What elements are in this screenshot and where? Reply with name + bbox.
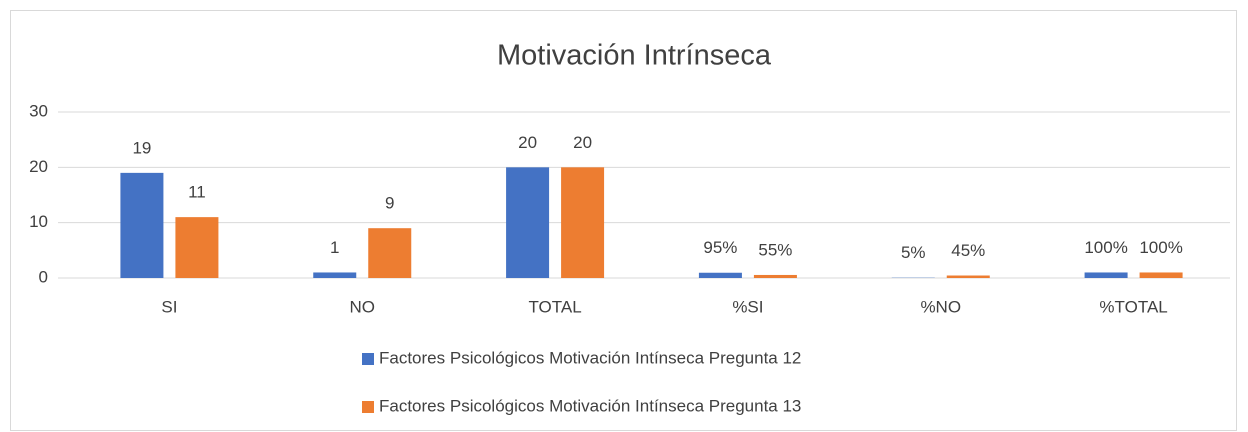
- bar: [561, 167, 605, 278]
- legend-label: Factores Psicológicos Motivación Intínse…: [379, 348, 801, 367]
- x-tick-label: %TOTAL: [1099, 297, 1167, 316]
- y-tick-label: 10: [29, 212, 48, 231]
- legend-swatch: [362, 353, 374, 365]
- y-tick-label: 0: [39, 267, 48, 286]
- y-tick-label: 20: [29, 157, 48, 176]
- data-label: 5%: [901, 243, 926, 262]
- bar: [753, 274, 797, 278]
- data-label: 55%: [758, 240, 792, 259]
- data-label: 1: [330, 238, 339, 257]
- data-label: 100%: [1084, 238, 1127, 257]
- y-tick-label: 30: [29, 101, 48, 120]
- x-tick-label: %SI: [732, 297, 763, 316]
- bar: [368, 228, 412, 278]
- x-tick-label: SI: [161, 297, 177, 316]
- data-label: 20: [518, 133, 537, 152]
- bar: [506, 167, 550, 278]
- data-label: 11: [188, 183, 206, 202]
- x-tick-label: %NO: [920, 297, 961, 316]
- chart-title: Motivación Intrínseca: [497, 40, 772, 72]
- data-label: 20: [573, 133, 592, 152]
- bar: [946, 275, 990, 278]
- data-label: 9: [385, 194, 394, 213]
- x-tick-label: NO: [350, 297, 376, 316]
- bar: [313, 272, 357, 278]
- bar: [120, 172, 164, 278]
- bar: [1139, 272, 1183, 278]
- legend-swatch: [362, 401, 374, 413]
- legend-label: Factores Psicológicos Motivación Intínse…: [379, 396, 801, 415]
- data-label: 95%: [703, 238, 737, 257]
- bar: [698, 272, 742, 278]
- bar: [1084, 272, 1128, 278]
- data-label: 100%: [1139, 238, 1182, 257]
- x-tick-label: TOTAL: [528, 297, 581, 316]
- data-label: 19: [132, 138, 151, 157]
- bar: [175, 217, 219, 278]
- data-label: 45%: [951, 241, 985, 260]
